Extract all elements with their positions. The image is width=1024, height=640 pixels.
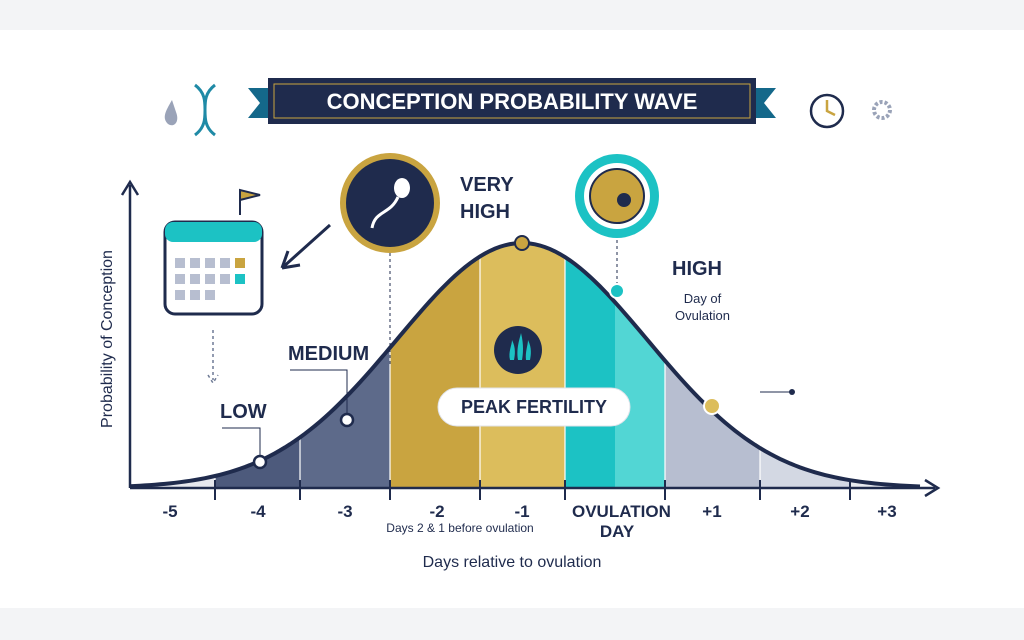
x-label: -4	[250, 502, 266, 521]
x-label: -2	[429, 502, 445, 521]
top-band	[0, 0, 1024, 30]
banner	[268, 78, 756, 124]
x-label: -3	[337, 502, 353, 521]
egg-nucleus	[617, 193, 631, 207]
level-medium: MEDIUM	[288, 343, 370, 365]
clock-hands	[825, 100, 836, 117]
day-of-ovulation: Day of Ovulation	[675, 291, 730, 323]
leader	[222, 427, 261, 456]
level-low: LOW	[220, 401, 267, 423]
sperm-tail	[370, 196, 400, 229]
bottom-band	[0, 608, 1024, 640]
high-marker	[609, 283, 625, 299]
calendar-grid	[175, 258, 245, 300]
x-label: -5	[162, 502, 178, 521]
banner-border	[273, 83, 751, 119]
x-label: +3	[877, 502, 897, 521]
x-label: +2	[790, 502, 810, 521]
x-axis-label: Days relative to ovulation	[422, 554, 602, 571]
x-label: OVULATION DAY	[572, 502, 671, 541]
sperm-icon	[346, 159, 434, 247]
calendar-header	[165, 222, 262, 242]
calendar-arrow	[280, 223, 332, 270]
leader	[290, 369, 348, 414]
band-separators	[214, 150, 851, 488]
level-high: HIGH	[672, 258, 722, 280]
dna-icon	[194, 83, 216, 137]
tick-marks	[214, 480, 851, 500]
gear-icon	[872, 100, 892, 120]
x-label: -1	[514, 502, 530, 521]
egg-icon	[589, 168, 645, 224]
title: CONCEPTION PROBABILITY WAVE	[326, 89, 698, 114]
flag-icon	[239, 188, 261, 215]
low-marker	[252, 454, 268, 470]
before-note: Days 2 & 1 before ovulation	[386, 521, 534, 535]
peak-drops	[509, 333, 531, 360]
level-very-high: VERY HIGH	[460, 174, 514, 223]
sperm-head	[394, 178, 410, 198]
peak-label: PEAK FERTILITY	[460, 397, 607, 417]
dashed-arrow	[207, 330, 219, 385]
axes	[120, 179, 941, 498]
peak-pill	[437, 387, 631, 427]
x-label: +1	[702, 502, 722, 521]
y-axis-label: Probability of Conception	[99, 250, 116, 428]
drop-icon	[164, 100, 178, 126]
glow-marker	[703, 397, 721, 415]
very-high-marker	[514, 235, 530, 251]
medium-marker	[339, 412, 355, 428]
dot	[789, 389, 795, 395]
